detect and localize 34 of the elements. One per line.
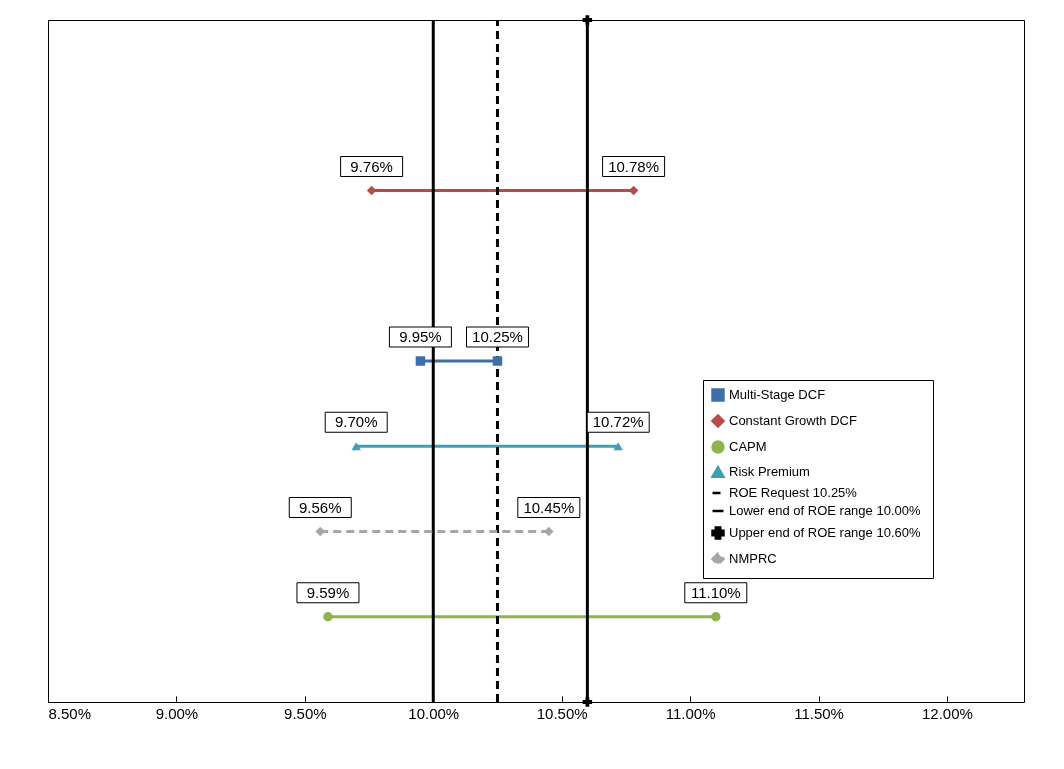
- legend-label: NMPRC: [729, 551, 777, 566]
- annotation: 10.78%: [608, 157, 660, 175]
- x-tick-label: 12.00%: [922, 704, 973, 722]
- legend-label: Multi-Stage DCF: [729, 387, 826, 402]
- x-tick-label: 10.00%: [408, 704, 460, 722]
- x-tick-label: 9.00%: [155, 704, 199, 722]
- legend-label: Risk Premium: [729, 464, 810, 479]
- annotation: 10.25%: [472, 328, 523, 345]
- point: [315, 526, 325, 537]
- annotation: 9.56%: [298, 498, 342, 516]
- legend-label: CAPM: [729, 439, 767, 454]
- legend-label: Lower end of ROE range 10.00%: [729, 503, 921, 518]
- annotation: 9.76%: [350, 157, 393, 175]
- annotation: 10.72%: [592, 413, 644, 431]
- annotation: 11.10%: [690, 583, 741, 601]
- x-tick-label: 11.00%: [665, 704, 716, 722]
- legend-label: Upper end of ROE range 10.60%: [729, 525, 921, 540]
- point: [711, 612, 721, 622]
- point: [582, 15, 593, 25]
- legend-label: ROE Request 10.25%: [729, 485, 858, 500]
- annotation: 9.70%: [334, 413, 378, 431]
- annotation: 10.45%: [523, 498, 575, 516]
- point: [544, 526, 554, 537]
- legend-label: Constant Growth DCF: [729, 413, 857, 428]
- point: [415, 356, 426, 366]
- point: [323, 612, 333, 622]
- x-tick-label: 10.50%: [536, 704, 588, 722]
- annotation: 9.59%: [306, 583, 350, 601]
- x-tick-label: 9.50%: [284, 704, 327, 722]
- point: [582, 697, 593, 707]
- point: [492, 356, 503, 366]
- x-tick-label: 8.50%: [48, 704, 92, 722]
- annotation: 9.95%: [399, 328, 442, 345]
- x-tick-label: 11.50%: [794, 704, 844, 722]
